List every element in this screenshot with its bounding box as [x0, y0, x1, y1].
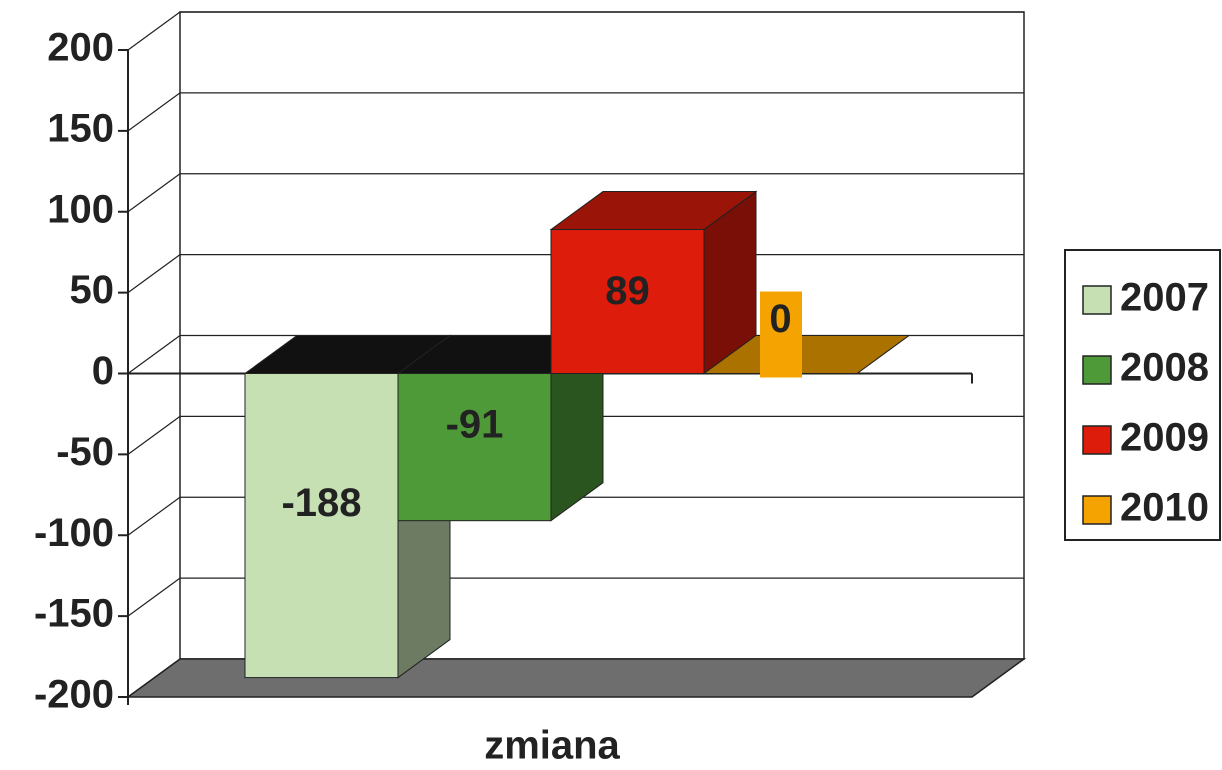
y-tick-label: 100 [47, 187, 114, 231]
bar-front [397, 373, 552, 522]
y-tick-label: -100 [34, 511, 114, 555]
legend-label: 2009 [1120, 416, 1209, 460]
value-label: 89 [605, 269, 650, 313]
grid-line [127, 415, 1024, 455]
y-tick-label: 0 [92, 349, 114, 393]
value-label-box [760, 291, 802, 378]
y-tick-label: -50 [56, 430, 114, 474]
x-tick-label: zmiana [484, 724, 620, 768]
value-label: -188 [281, 481, 361, 525]
bar [549, 190, 758, 375]
legend-swatch [1082, 425, 1112, 455]
y-tick-label: 50 [70, 268, 115, 312]
y-tick-label: -200 [34, 673, 114, 717]
y-tick-label: 150 [47, 106, 114, 150]
legend-label: 2008 [1120, 346, 1209, 390]
legend-label: 2007 [1120, 276, 1209, 320]
grid-line [127, 577, 1024, 617]
value-label: 0 [769, 297, 791, 341]
bar-front [244, 373, 399, 679]
grid-line [127, 92, 1024, 132]
bar [396, 334, 605, 522]
y-tick-label: 200 [47, 26, 114, 70]
legend-swatch [1082, 495, 1112, 525]
y-tick-label: -150 [34, 592, 114, 636]
grid-line [127, 173, 1024, 213]
legend-swatch [1082, 285, 1112, 315]
legend-swatch [1082, 355, 1112, 385]
grid-line [127, 496, 1024, 536]
value-label: -91 [446, 403, 504, 447]
bar-front [550, 229, 705, 374]
bar-top [702, 335, 911, 374]
bar [702, 335, 911, 374]
grid-line [127, 11, 1024, 51]
bar [243, 334, 452, 679]
legend-label: 2010 [1120, 486, 1209, 530]
